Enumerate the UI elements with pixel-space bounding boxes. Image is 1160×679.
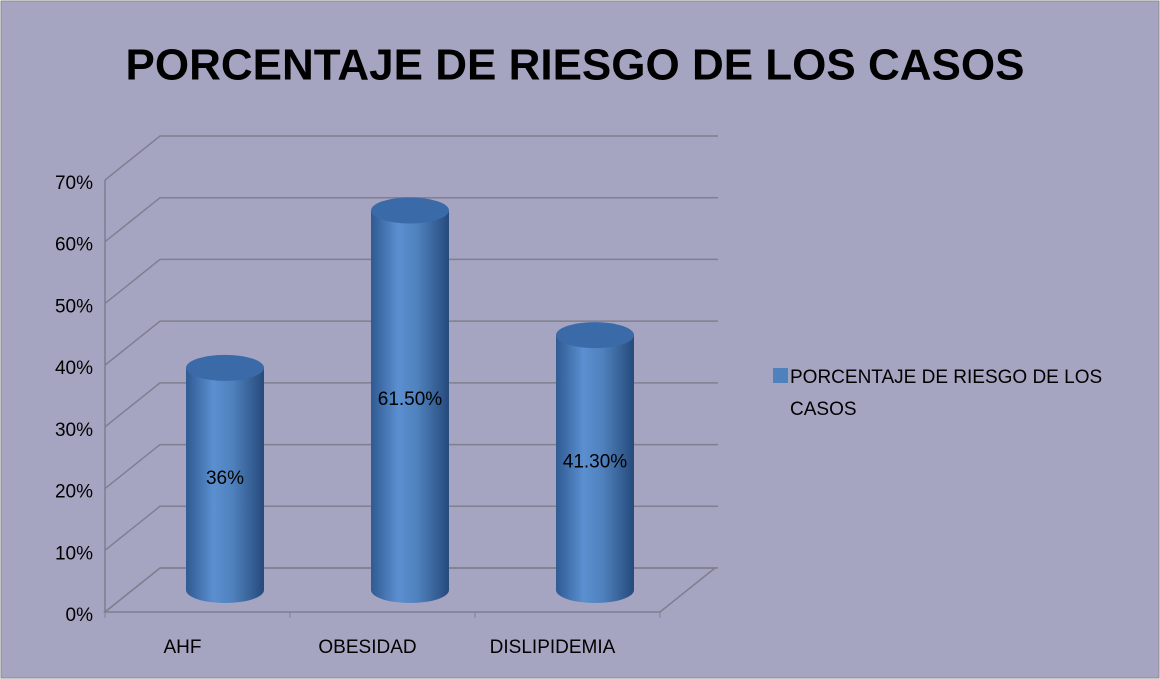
y-tick-label: 60%	[55, 235, 93, 256]
y-tick-label: 20%	[55, 482, 93, 503]
grid-line	[104, 196, 718, 243]
data-label: 61.50%	[378, 389, 443, 410]
y-tick-label: 70%	[55, 173, 93, 194]
x-tick-label: OBESIDAD	[318, 637, 416, 658]
bar	[556, 335, 634, 603]
grid-line	[104, 258, 718, 305]
data-label: 36%	[206, 468, 244, 489]
grid-line	[104, 135, 718, 181]
x-tick-label: AHF	[164, 637, 202, 658]
grid-line	[104, 382, 718, 428]
y-tick-label: 30%	[55, 420, 93, 441]
bar	[186, 367, 264, 603]
grid-line	[104, 443, 718, 490]
y-tick-label: 40%	[55, 358, 93, 379]
bar	[371, 210, 449, 603]
y-tick-label: 10%	[55, 543, 93, 564]
legend-label: PORCENTAJE DE RIESGO DE LOS CASOS	[790, 367, 1103, 420]
data-label: 41.30%	[563, 452, 628, 473]
bar-top	[371, 197, 449, 224]
y-tick-label: 50%	[55, 296, 93, 317]
grid-line	[104, 320, 718, 366]
chart-title: PORCENTAJE DE RIESGO DE LOS CASOS	[126, 41, 1025, 90]
grid-line	[104, 567, 718, 613]
bar-top	[556, 322, 634, 349]
bar-top	[186, 354, 264, 381]
x-tick-label: DISLIPIDEMIA	[490, 637, 616, 658]
grid-line	[104, 505, 718, 551]
y-tick-label: 0%	[66, 605, 94, 626]
legend-swatch	[773, 368, 788, 383]
